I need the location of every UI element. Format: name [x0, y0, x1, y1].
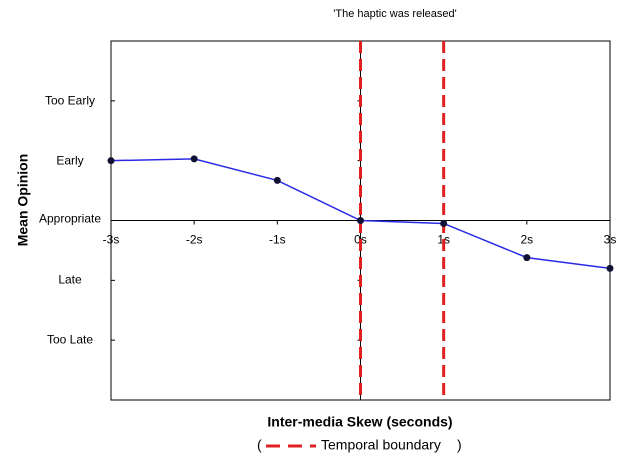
- x-tick-label: -1s: [269, 233, 286, 247]
- x-tick-label: 2s: [520, 233, 533, 247]
- x-tick-label: -2s: [186, 233, 203, 247]
- data-point: [107, 157, 115, 165]
- y-tick-label: Appropriate: [38, 211, 102, 225]
- y-tick-label: Too Early: [44, 93, 96, 108]
- x-tick-label: 3s: [604, 233, 617, 247]
- x-tick-label: -3s: [103, 233, 120, 247]
- y-tick-label: Too Late: [46, 332, 94, 347]
- data-point: [357, 217, 364, 224]
- data-point: [606, 264, 614, 272]
- y-axis-label: Mean Opinion: [15, 154, 31, 247]
- data-point: [190, 155, 198, 163]
- legend-label: Temporal boundary: [321, 437, 441, 453]
- data-point: [273, 176, 281, 184]
- annotation: 'The haptic was released': [333, 8, 456, 20]
- data-point: [440, 219, 448, 227]
- y-tick-label: Early: [56, 153, 84, 168]
- x-axis-label: Inter-media Skew (seconds): [267, 414, 452, 430]
- y-tick-label: Late: [58, 272, 82, 287]
- data-point: [523, 254, 531, 262]
- legend-suffix: ): [457, 437, 462, 453]
- legend-prefix: (: [257, 437, 262, 453]
